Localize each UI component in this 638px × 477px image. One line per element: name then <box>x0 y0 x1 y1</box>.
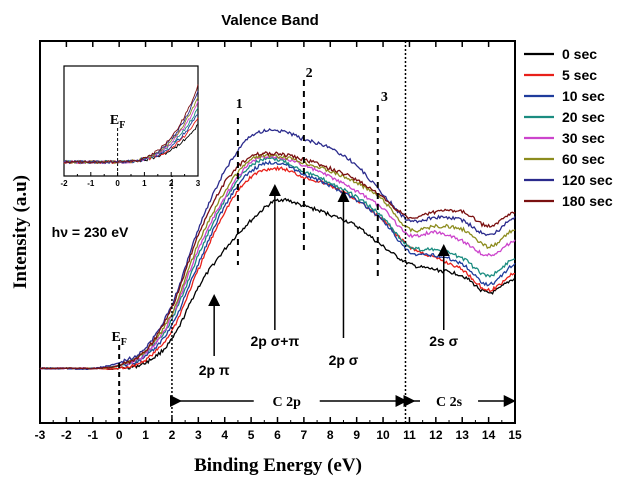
inset-frame <box>63 65 199 177</box>
inset-tick-label: 1 <box>142 179 147 188</box>
legend-label-5-sec: 5 sec <box>562 67 597 83</box>
x-tick-label: 7 <box>301 428 308 442</box>
label-2p-sigma: 2p σ <box>329 352 359 368</box>
x-tick-label: 11 <box>403 428 416 442</box>
photon-energy-label: hν = 230 eV <box>52 224 129 240</box>
inset-tick-label: 3 <box>196 179 201 188</box>
chart-title: Valence Band <box>221 12 319 29</box>
x-axis-label: Binding Energy (eV) <box>194 455 362 476</box>
legend-label-20-sec: 20 sec <box>562 109 605 125</box>
x-tick-label: -1 <box>87 428 98 442</box>
x-axis-ticks: -3 -2 -1 0 1 2 3 4 5 6 7 8 9 10 11 12 13 14 15 <box>35 41 522 442</box>
inset-plot: -2 -1 0 1 2 3 EF <box>60 65 201 188</box>
legend-label-120-sec: 120 sec <box>562 172 613 188</box>
fermi-level-label: EF <box>111 330 126 348</box>
annotations: EF hν = 230 eV 1 2 3 2p π 2p σ+π 2p σ 2s σ C 2p C … <box>52 66 516 410</box>
label-2p-pi: 2p π <box>199 362 230 378</box>
label-2s-sigma: 2s σ <box>429 333 458 349</box>
inset-fermi-label: EF <box>110 113 125 131</box>
legend-label-30-sec: 30 sec <box>562 130 605 146</box>
x-tick-label: 5 <box>248 428 255 442</box>
marker-2-label: 2 <box>306 66 313 81</box>
inset-tick-label: 0 <box>115 179 120 188</box>
marker-1-label: 1 <box>236 97 243 112</box>
inset-tick-label: -1 <box>87 179 95 188</box>
x-tick-label: 4 <box>221 428 228 442</box>
legend-label-10-sec: 10 sec <box>562 88 605 104</box>
x-tick-label: 3 <box>195 428 202 442</box>
x-tick-label: 2 <box>169 428 176 442</box>
y-axis-label: Intensity (a.u) <box>10 175 31 289</box>
inset-tick-label: 2 <box>169 179 174 188</box>
c2s-label: C 2s <box>436 395 463 410</box>
x-tick-label: 15 <box>508 428 522 442</box>
legend-label-60-sec: 60 sec <box>562 151 605 167</box>
legend-label-0-sec: 0 sec <box>562 46 597 62</box>
x-tick-label: 0 <box>116 428 123 442</box>
x-tick-label: 1 <box>142 428 149 442</box>
inset-series-180-sec <box>63 84 199 165</box>
x-tick-label: 12 <box>429 428 443 442</box>
series-line-120-sec <box>39 127 516 371</box>
legend-label-180-sec: 180 sec <box>562 193 613 209</box>
label-2p-sigma-pi: 2p σ+π <box>251 333 300 349</box>
x-tick-label: 9 <box>353 428 360 442</box>
legend: 0 sec 5 sec 10 sec 20 sec 30 sec 60 sec 120 se… <box>524 46 613 209</box>
marker-3-label: 3 <box>381 90 388 105</box>
inset-tick-label: -2 <box>60 179 68 188</box>
x-tick-label: -3 <box>35 428 46 442</box>
x-tick-label: 10 <box>376 428 390 442</box>
x-tick-label: 8 <box>327 428 334 442</box>
inset-series-60-sec <box>63 97 199 165</box>
x-tick-label: 14 <box>482 428 496 442</box>
x-tick-label: -2 <box>61 428 72 442</box>
c2p-label: C 2p <box>273 395 302 410</box>
x-tick-label: 6 <box>274 428 281 442</box>
reference-lines <box>118 41 407 423</box>
x-tick-label: 13 <box>456 428 470 442</box>
